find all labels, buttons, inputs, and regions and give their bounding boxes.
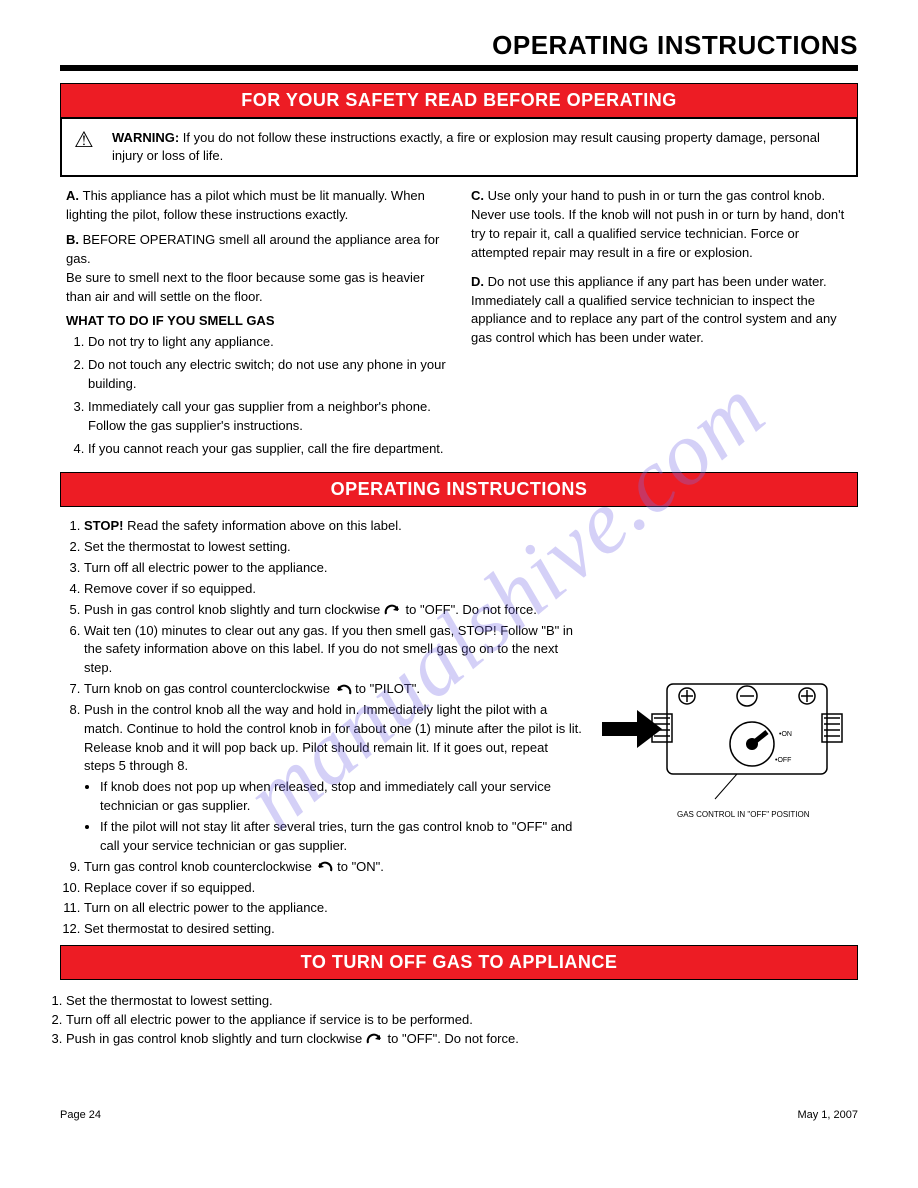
- clockwise-icon: [384, 603, 402, 617]
- shutoff-step: Set the thermostat to lowest setting.: [66, 992, 852, 1011]
- op-step: Set thermostat to desired setting.: [84, 920, 582, 939]
- op-step: Push in gas control knob slightly and tu…: [84, 601, 582, 620]
- operating-section: STOP! Read the safety information above …: [60, 507, 858, 945]
- op-step: Turn off all electric power to the appli…: [84, 559, 582, 578]
- svg-text:•OFF: •OFF: [775, 757, 791, 764]
- page-title: OPERATING INSTRUCTIONS: [60, 30, 858, 61]
- smell-item: Immediately call your gas supplier from …: [88, 398, 447, 436]
- op-bullet: If the pilot will not stay lit after sev…: [100, 818, 582, 856]
- counterclockwise-icon: [334, 683, 352, 697]
- op-step: Wait ten (10) minutes to clear out any g…: [84, 622, 582, 679]
- warning-icon: ⚠: [74, 129, 94, 151]
- diagram-caption: GAS CONTROL IN "OFF" POSITION: [677, 811, 810, 820]
- clockwise-icon: [366, 1032, 384, 1046]
- safety-a: This appliance has a pilot which must be…: [66, 188, 425, 222]
- counterclockwise-icon: [315, 860, 333, 874]
- shutoff-header-bar: TO TURN OFF GAS TO APPLIANCE: [60, 945, 858, 980]
- divider: [60, 65, 858, 71]
- smell-item: Do not try to light any appliance.: [88, 333, 447, 352]
- shutoff-step: Push in gas control knob slightly and tu…: [66, 1030, 852, 1049]
- footer-page: Page 24: [60, 1109, 101, 1121]
- op-step: Set the thermostat to lowest setting.: [84, 538, 582, 557]
- warning-label: WARNING:: [112, 130, 179, 145]
- safety-header-bar: FOR YOUR SAFETY READ BEFORE OPERATING: [60, 83, 858, 118]
- warning-text: If you do not follow these instructions …: [112, 130, 820, 163]
- safety-d: Do not use this appliance if any part ha…: [471, 274, 837, 346]
- op-step: Read the safety information above on thi…: [127, 518, 402, 533]
- op-step: Turn gas control knob counterclockwise t…: [84, 858, 582, 877]
- safety-c: Use only your hand to push in or turn th…: [471, 188, 844, 260]
- smell-item: If you cannot reach your gas supplier, c…: [88, 440, 447, 459]
- safety-b: BEFORE OPERATING smell all around the ap…: [66, 232, 439, 266]
- operating-header-bar: OPERATING INSTRUCTIONS: [60, 472, 858, 507]
- smell-item: Do not touch any electric switch; do not…: [88, 356, 447, 394]
- warning-box: ⚠ WARNING: If you do not follow these in…: [60, 117, 858, 177]
- op-step: Turn knob on gas control counterclockwis…: [84, 680, 582, 699]
- smell-header: WHAT TO DO IF YOU SMELL GAS: [66, 312, 447, 331]
- footer: Page 24 May 1, 2007: [60, 1109, 858, 1121]
- op-step: Remove cover if so equipped.: [84, 580, 582, 599]
- shutoff-step: Turn off all electric power to the appli…: [66, 1011, 852, 1030]
- op-step: Replace cover if so equipped.: [84, 879, 582, 898]
- op-step: Turn on all electric power to the applia…: [84, 899, 582, 918]
- footer-date: May 1, 2007: [797, 1109, 858, 1121]
- safety-section: A. This appliance has a pilot which must…: [60, 177, 858, 472]
- shutoff-section: Set the thermostat to lowest setting. Tu…: [60, 980, 858, 1049]
- safety-b2: Be sure to smell next to the floor becau…: [66, 269, 447, 307]
- gas-control-diagram: •ON •OFF GAS CONTROL IN "OFF" POSITION: [597, 644, 847, 814]
- svg-text:•ON: •ON: [779, 731, 792, 738]
- op-step: Push in the control knob all the way and…: [84, 701, 582, 776]
- op-bullet: If knob does not pop up when released, s…: [100, 778, 582, 816]
